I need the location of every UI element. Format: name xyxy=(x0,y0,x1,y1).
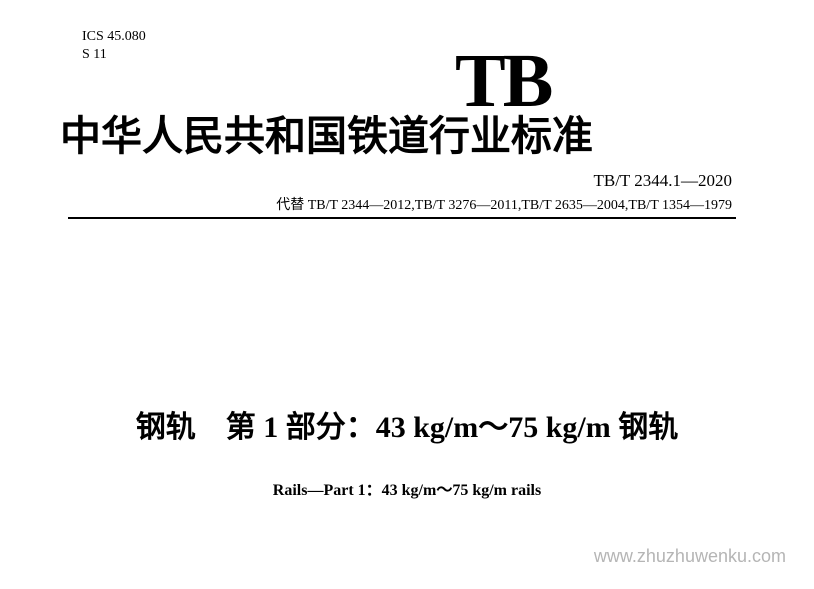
s-code: S 11 xyxy=(82,46,146,64)
watermark-text: www.zhuzhuwenku.com xyxy=(594,546,786,567)
main-heading: 中华人民共和国铁道行业标准 xyxy=(60,102,593,162)
header-codes-block: ICS 45.080 S 11 xyxy=(82,28,146,64)
replaces-line: 代替 TB/T 2344—2012,TB/T 3276—2011,TB/T 26… xyxy=(276,194,732,214)
standard-number: TB/T 2344.1—2020 xyxy=(593,171,732,191)
title-english: Rails—Part 1：43 kg/m～75 kg/m rails xyxy=(0,476,814,500)
divider-line xyxy=(68,217,736,219)
ics-code: ICS 45.080 xyxy=(82,28,146,46)
title-chinese: 钢轨 第 1 部分：43 kg/m～75 kg/m 钢轨 xyxy=(0,402,814,446)
